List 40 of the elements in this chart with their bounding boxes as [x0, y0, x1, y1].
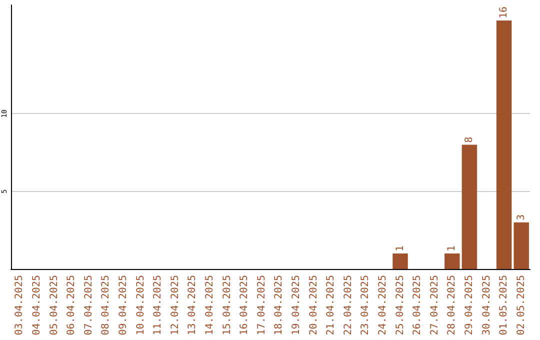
data-label: 1 — [394, 245, 406, 252]
x-tick-label: 16.04.2025 — [239, 275, 250, 336]
x-tick-label: 02.05.2025 — [516, 275, 527, 336]
bar — [462, 144, 478, 269]
x-tick-label: 12.04.2025 — [170, 275, 181, 336]
data-label: 3 — [516, 214, 527, 220]
x-tick-label: 03.04.2025 — [14, 275, 26, 336]
x-tick-label: 20.04.2025 — [308, 275, 320, 336]
x-tick-label: 10.04.2025 — [135, 275, 146, 336]
x-tick-label: 07.04.2025 — [83, 275, 94, 336]
x-tick-label: 26.04.2025 — [412, 275, 424, 336]
data-label: 1 — [446, 245, 458, 252]
x-tick-label: 08.04.2025 — [100, 275, 112, 336]
data-label: 8 — [464, 136, 475, 143]
x-tick-label: 06.04.2025 — [66, 275, 78, 336]
bar — [392, 253, 408, 269]
data-label: 16 — [498, 6, 510, 19]
x-tick-label: 28.04.2025 — [446, 275, 458, 336]
x-tick-label: 14.04.2025 — [204, 275, 216, 336]
x-tick-label: 24.04.2025 — [377, 275, 388, 336]
x-tick-label: 25.04.2025 — [394, 275, 406, 336]
x-tick-label: 27.04.2025 — [429, 275, 440, 336]
x-tick-label: 05.04.2025 — [48, 275, 60, 336]
x-tick-label: 22.04.2025 — [342, 275, 354, 336]
x-tick-label: 30.04.2025 — [481, 275, 492, 336]
x-tick-label: 23.04.2025 — [360, 275, 372, 336]
x-tick-label: 01.05.2025 — [498, 275, 510, 336]
x-tick-label: 18.04.2025 — [274, 275, 285, 336]
x-tick-label: 21.04.2025 — [326, 275, 337, 336]
x-tick-label: 15.04.2025 — [222, 275, 233, 336]
bar — [514, 222, 529, 269]
x-tick-label: 19.04.2025 — [290, 275, 302, 336]
bar — [496, 20, 512, 269]
x-tick-label: 29.04.2025 — [464, 275, 475, 336]
x-tick-label: 17.04.2025 — [256, 275, 268, 336]
x-tick-label: 11.04.2025 — [152, 275, 164, 336]
x-tick-label: 04.04.2025 — [31, 275, 42, 336]
x-tick-label: 13.04.2025 — [187, 275, 198, 336]
bar — [444, 253, 460, 269]
x-tick-label: 09.04.2025 — [118, 275, 129, 336]
